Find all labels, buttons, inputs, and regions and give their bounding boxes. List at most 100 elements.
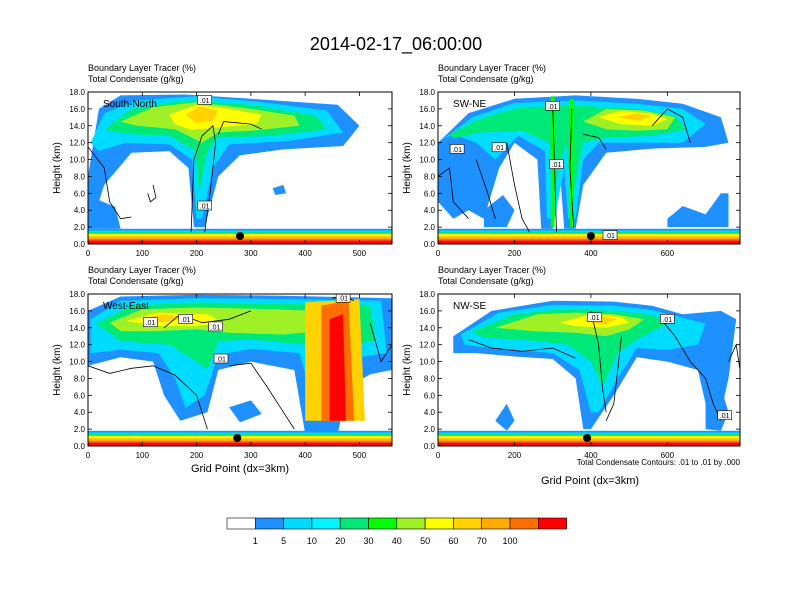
figure-title: 2014-02-17_06:00:00 (310, 34, 482, 55)
y-tick-label: 8.0 (74, 374, 86, 383)
condensate-contour (217, 121, 262, 135)
panel-subtitle-tracer: Boundary Layer Tracer (%) (438, 63, 546, 73)
x-tick-label: 0 (436, 451, 441, 460)
y-tick-label: 10.0 (69, 156, 85, 165)
colorbar-swatch (537, 517, 567, 530)
y-tick-label: 18.0 (419, 290, 435, 299)
condensate-contour (438, 167, 469, 219)
x-tick-label: 500 (353, 451, 367, 460)
y-tick-label: 10.0 (69, 358, 85, 367)
colorbar-label: 5 (281, 536, 286, 546)
contour-label: .01 (494, 145, 504, 152)
condensate-contour (190, 124, 217, 233)
panel-label: SW-NE (453, 99, 486, 110)
panel-label: South-North (103, 99, 157, 110)
y-tick-label: 0.0 (424, 442, 436, 451)
y-tick-label: 18.0 (69, 290, 85, 299)
colorbar-swatch (311, 517, 341, 530)
location-marker (586, 232, 595, 240)
panel-subtitle-tracer: Boundary Layer Tracer (%) (88, 265, 196, 275)
y-tick-label: 12.0 (419, 139, 435, 148)
panel-subtitle-condensate: Total Condensate (g/kg) (438, 74, 534, 84)
x-tick-label: 0 (436, 249, 441, 258)
colorbar-label: 100 (502, 536, 517, 546)
colorbar-label: 10 (307, 536, 317, 546)
panel-label: West-East (103, 301, 149, 312)
colorbar: 1 5 10 20 30 40 50 60 70 100 (226, 517, 567, 546)
colorbar-swatch (481, 517, 511, 530)
contour-label-box (587, 312, 603, 322)
y-tick-label: 4.0 (424, 408, 436, 417)
contour-label: .01 (452, 147, 462, 154)
x-tick-label: 600 (661, 249, 675, 258)
y-tick-label: 18.0 (419, 88, 435, 97)
contour-label-box (549, 159, 564, 169)
contour-label-box (197, 200, 213, 211)
y-tick-label: 8.0 (74, 172, 86, 181)
y-tick-label: 10.0 (419, 156, 435, 165)
condensate-contour (229, 362, 295, 430)
panel-south-north: .01 .01 South-North 0.0 2.0 4.0 6.0 8.0 10.0 12.0… (52, 63, 393, 258)
plot-content: .01 .01 .01 .01 .01 (438, 95, 740, 244)
condensate-contour (468, 339, 576, 359)
y-tick-label: 16.0 (419, 307, 435, 316)
condensate-contour (590, 310, 607, 413)
x-tick-label: 500 (353, 249, 367, 258)
y-tick-label: 14.0 (419, 122, 435, 131)
condensate-contour (475, 159, 496, 219)
y-tick-label: 8.0 (424, 172, 436, 181)
y-tick-label: 12.0 (69, 139, 85, 148)
location-marker (233, 434, 242, 442)
x-axis-label-right: Grid Point (dx=3km) (541, 475, 639, 487)
y-tick-label: 12.0 (419, 341, 435, 350)
contour-label-box (197, 95, 213, 105)
y-tick-label: 14.0 (69, 122, 85, 131)
colorbar-swatch (255, 517, 284, 530)
condensate-contour (369, 323, 392, 363)
y-axis-label: Height (km) (52, 344, 63, 396)
contour-label-box (660, 314, 675, 324)
x-tick-label: 200 (508, 249, 522, 258)
contour-label: .01 (211, 324, 221, 331)
contour-label: .01 (720, 413, 730, 420)
condensate-contour (163, 310, 252, 329)
colorbar-label: 30 (363, 536, 373, 546)
condensate-contour (88, 146, 132, 220)
y-tick-label: 14.0 (69, 324, 85, 333)
x-tick-label: 0 (86, 451, 91, 460)
boundary-layer-band (438, 442, 740, 446)
y-tick-label: 6.0 (424, 391, 436, 400)
contour-label-box (213, 353, 229, 364)
panel-subtitle-condensate: Total Condensate (g/kg) (438, 276, 534, 286)
colorbar-swatch (396, 517, 426, 530)
plot-frame (437, 91, 741, 245)
y-tick-label: 2.0 (424, 425, 436, 434)
colorbar-swatch (424, 517, 454, 530)
y-axis-label: Height (km) (52, 142, 63, 194)
plot-frame (87, 91, 393, 245)
colorbar-label: 50 (420, 536, 430, 546)
x-tick-label: 400 (584, 249, 598, 258)
contour-label-box (449, 144, 465, 154)
colorbar-label: 70 (477, 536, 487, 546)
condensate-contour (651, 108, 691, 143)
cloud-region (495, 403, 515, 431)
cloud-region (88, 200, 121, 229)
contour-label: .01 (338, 296, 348, 303)
x-tick-label: 100 (136, 249, 150, 258)
y-tick-label: 14.0 (419, 324, 435, 333)
colorbar-swatch (509, 517, 539, 530)
contour-label: .01 (146, 320, 156, 327)
y-tick-label: 6.0 (424, 189, 436, 198)
colorbar-swatch (368, 517, 398, 530)
boundary-layer-band (88, 442, 392, 446)
panel-subtitle-condensate: Total Condensate (g/kg) (88, 276, 184, 286)
colorbar-swatch (339, 517, 369, 530)
boundary-layer-band (438, 240, 740, 244)
contour-label: .01 (200, 204, 210, 211)
y-tick-label: 0.0 (74, 240, 86, 249)
plot-frame (437, 293, 741, 447)
location-marker (583, 434, 592, 442)
panel-sw-ne: .01 .01 .01 .01 .01 SW-NE 0.0 2.0 4.0 6.0 8.0 10.0 1… (402, 63, 741, 258)
contour-label: .01 (662, 317, 672, 324)
